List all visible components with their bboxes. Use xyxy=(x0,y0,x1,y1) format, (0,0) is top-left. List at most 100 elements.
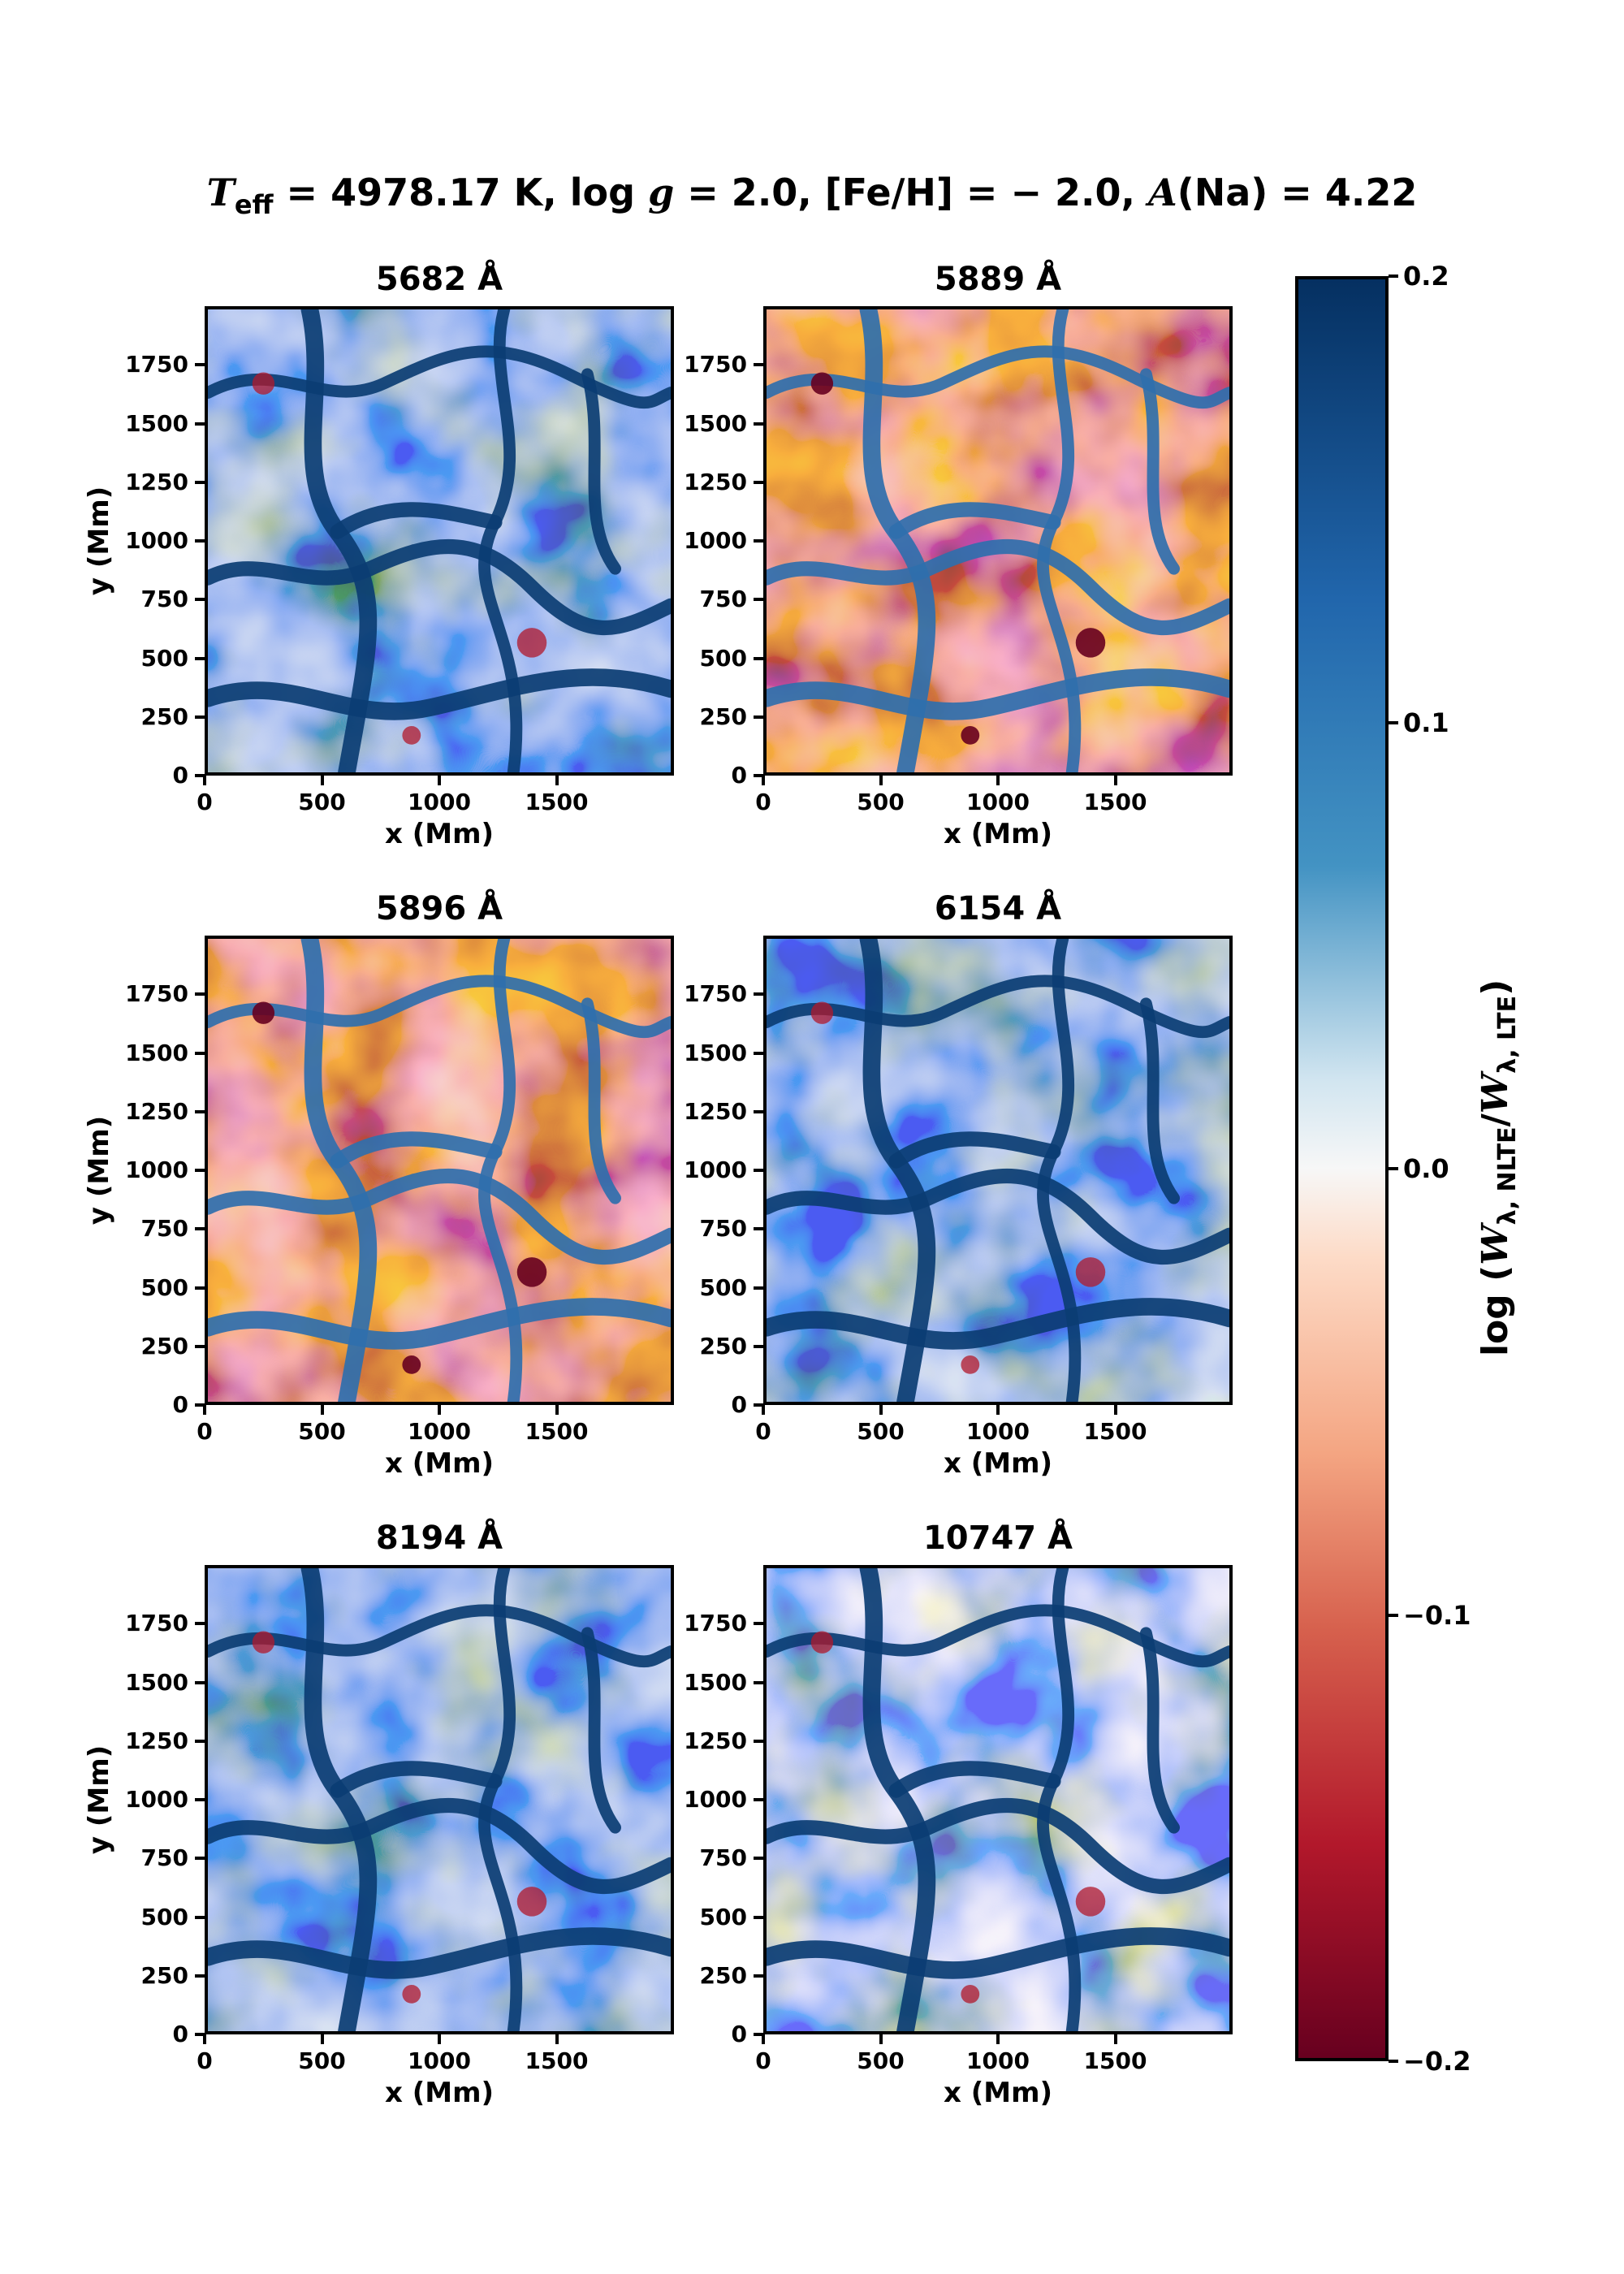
y-tick-label: 500 xyxy=(699,1903,747,1930)
y-tick xyxy=(754,1051,763,1055)
heatmap-spot xyxy=(402,1355,421,1374)
y-tick xyxy=(195,1798,205,1801)
y-tick xyxy=(195,1857,205,1861)
y-tick-label: 1500 xyxy=(125,409,188,437)
x-tick xyxy=(996,2034,1000,2044)
panel-title: 5682 Å xyxy=(375,261,503,298)
x-axis-label: x (Mm) xyxy=(384,2077,495,2109)
panel-title: 8194 Å xyxy=(375,1520,503,1557)
intergranular-lane xyxy=(888,1131,1061,1169)
intergranular-lane xyxy=(208,1927,671,1979)
y-tick xyxy=(754,1798,763,1801)
intergranular-lane xyxy=(888,1761,1061,1798)
heatmap-plot xyxy=(763,306,1233,776)
intergranular-lane xyxy=(581,997,622,1204)
y-tick xyxy=(195,1344,205,1348)
colorbar-tick xyxy=(1389,275,1398,278)
x-tick-label: 0 xyxy=(755,2047,771,2074)
colorbar-tick-label: −0.1 xyxy=(1403,1599,1471,1631)
x-tick xyxy=(762,2034,765,2044)
intergranular-lane xyxy=(208,1169,671,1265)
colorbar-tick xyxy=(1389,1613,1398,1617)
x-tick-label: 500 xyxy=(298,1418,346,1445)
intergranular-lane xyxy=(767,1927,1229,1979)
y-tick-label: 1750 xyxy=(684,980,747,1008)
intergranular-lane xyxy=(1139,997,1181,1204)
x-tick xyxy=(320,2034,324,2044)
intergranular-lane xyxy=(330,1761,503,1798)
x-tick xyxy=(762,1405,765,1415)
y-axis-label: y (Mm) xyxy=(83,486,115,596)
intergranular-lane xyxy=(767,1604,1229,1668)
intergranular-lane xyxy=(208,1604,671,1668)
x-tick-label: 0 xyxy=(755,789,771,815)
panel-title: 5896 Å xyxy=(375,890,503,927)
x-tick xyxy=(438,2034,441,2044)
y-tick xyxy=(754,480,763,484)
panel-title: 10747 Å xyxy=(922,1520,1073,1557)
y-tick xyxy=(754,992,763,996)
y-tick xyxy=(195,1169,205,1172)
x-tick-label: 1000 xyxy=(966,789,1030,815)
y-tick xyxy=(754,1344,763,1348)
y-tick-label: 0 xyxy=(731,1391,747,1418)
x-tick xyxy=(203,776,206,785)
x-tick xyxy=(555,2034,559,2044)
figure-suptitle: Teff = 4978.17 K, log g = 2.0, [Fe/H] = … xyxy=(206,171,1418,221)
y-tick-label: 250 xyxy=(140,1961,188,1989)
y-tick-label: 750 xyxy=(699,586,747,613)
intergranular-lane xyxy=(767,1169,1229,1265)
y-tick xyxy=(195,992,205,996)
y-tick xyxy=(754,539,763,543)
intergranular-lane xyxy=(767,1798,1229,1895)
x-tick xyxy=(555,1405,559,1415)
intergranular-lane xyxy=(767,1298,1229,1350)
heatmap-spot xyxy=(1075,1887,1106,1917)
y-tick-label: 1500 xyxy=(684,409,747,437)
x-tick-label: 1500 xyxy=(1083,789,1147,815)
y-tick xyxy=(195,1622,205,1626)
y-tick-label: 1500 xyxy=(684,1039,747,1066)
heatmap-image xyxy=(767,939,1229,1402)
x-tick xyxy=(438,776,441,785)
heatmap-spot xyxy=(516,1257,547,1287)
intergranular-lane xyxy=(208,975,671,1039)
y-tick-label: 1000 xyxy=(125,1156,188,1183)
y-tick xyxy=(754,1974,763,1978)
y-tick-label: 1250 xyxy=(125,1727,188,1754)
intergranular-lane xyxy=(208,539,671,636)
y-tick-label: 1000 xyxy=(684,1786,747,1813)
y-tick-label: 250 xyxy=(699,703,747,730)
heatmap-spot xyxy=(1075,628,1106,658)
x-tick-label: 1500 xyxy=(1083,2047,1147,2074)
y-tick-label: 1750 xyxy=(684,1610,747,1637)
heatmap-spot xyxy=(252,1001,275,1024)
x-tick xyxy=(1113,1405,1117,1415)
y-tick xyxy=(195,715,205,719)
heatmap-plot xyxy=(205,1565,674,2034)
intergranular-lane xyxy=(330,1131,503,1169)
colorbar-tick-label: 0.1 xyxy=(1403,707,1449,738)
y-tick xyxy=(754,1680,763,1684)
y-tick-label: 0 xyxy=(172,1391,188,1418)
y-tick-label: 1750 xyxy=(684,351,747,378)
x-tick-label: 0 xyxy=(197,1418,213,1445)
x-tick-label: 1500 xyxy=(525,2047,589,2074)
y-tick-label: 1250 xyxy=(684,1727,747,1754)
y-tick-label: 0 xyxy=(731,2021,747,2047)
y-tick-label: 750 xyxy=(140,586,188,613)
colorbar-tick-label: 0.2 xyxy=(1403,261,1449,292)
x-tick xyxy=(555,776,559,785)
x-axis-label: x (Mm) xyxy=(384,818,495,850)
heatmap-spot xyxy=(402,726,421,745)
x-tick xyxy=(879,1405,883,1415)
y-tick xyxy=(754,656,763,660)
x-tick-label: 500 xyxy=(857,2047,905,2074)
y-tick-label: 1500 xyxy=(125,1668,188,1696)
x-tick xyxy=(320,776,324,785)
y-tick-label: 1750 xyxy=(125,351,188,378)
y-axis-label: y (Mm) xyxy=(83,1744,115,1855)
y-tick-label: 1250 xyxy=(125,1097,188,1125)
heatmap-plot xyxy=(763,936,1233,1405)
